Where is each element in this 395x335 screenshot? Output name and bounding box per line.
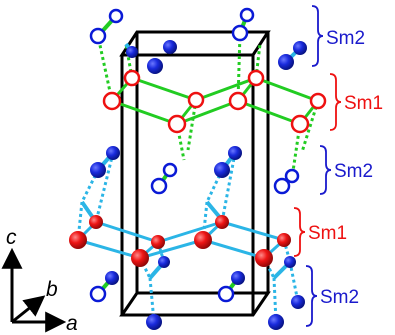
bond-dotted bbox=[138, 257, 152, 279]
bond bbox=[95, 220, 159, 244]
bond-dotted bbox=[262, 257, 276, 279]
sm2-atom bbox=[214, 162, 230, 178]
unit-cell bbox=[119, 30, 271, 317]
layer-labels: Sm2 Sm1 Sm2 Sm1 Sm2 bbox=[293, 5, 383, 327]
bond bbox=[195, 76, 257, 102]
bond-dotted bbox=[186, 99, 198, 151]
sm2-atom-open bbox=[231, 24, 249, 42]
layer-label-sm2-middle: Sm2 bbox=[334, 161, 373, 182]
a-axis-label: a bbox=[66, 312, 78, 335]
sm1-atom bbox=[69, 231, 87, 249]
brace-sm1-lower bbox=[293, 207, 306, 257]
sm1-open-atoms bbox=[102, 69, 327, 134]
brace-sm1-upper bbox=[329, 73, 342, 131]
sm1-atom bbox=[194, 231, 212, 249]
sm2-atom bbox=[268, 314, 284, 330]
sm1-atom-open bbox=[228, 91, 248, 111]
sm1-atom bbox=[215, 215, 229, 229]
bond bbox=[139, 238, 204, 260]
sm2-atom bbox=[163, 40, 177, 54]
bond bbox=[221, 220, 285, 242]
sm2-atom bbox=[291, 295, 305, 309]
sm1-atom-open bbox=[309, 92, 327, 110]
sm1-atom-open bbox=[167, 114, 187, 134]
c-axis-label: c bbox=[6, 226, 17, 249]
sm1-atom-open bbox=[290, 114, 310, 134]
sm2-atom-open bbox=[150, 177, 168, 195]
b-axis-label: b bbox=[46, 278, 58, 301]
sm2-atom bbox=[147, 58, 163, 74]
sm2-atom bbox=[146, 314, 162, 330]
sm2-atom-open bbox=[162, 162, 178, 178]
sm1-atom-open bbox=[187, 91, 205, 109]
layer-label-sm2-bottom: Sm2 bbox=[320, 287, 359, 308]
sm2-atom-open bbox=[89, 285, 107, 303]
sm1-atom-open bbox=[102, 91, 122, 111]
sm2-filled-atoms bbox=[90, 40, 307, 330]
sm1-atom bbox=[131, 249, 149, 267]
sm1-atom bbox=[89, 215, 103, 229]
bond bbox=[111, 99, 178, 126]
sm1-filled-atoms bbox=[69, 215, 291, 267]
sm1-atom-open bbox=[247, 69, 265, 87]
sm1-atom bbox=[255, 249, 273, 267]
bond bbox=[157, 220, 223, 244]
upper-green-bonds bbox=[110, 76, 320, 126]
sm2-atom bbox=[106, 146, 120, 160]
bond bbox=[255, 76, 319, 103]
layer-label-sm1-lower: Sm1 bbox=[308, 223, 347, 244]
bond bbox=[202, 238, 265, 260]
bond-dotted bbox=[236, 32, 242, 102]
sm1-atom bbox=[277, 233, 291, 247]
layer-label-sm2-top: Sm2 bbox=[326, 28, 365, 49]
sm2-atom bbox=[90, 162, 106, 178]
sm2-atom-open bbox=[239, 7, 255, 23]
sm2-atom-open bbox=[284, 168, 300, 184]
sm2-atom-open bbox=[108, 8, 124, 24]
sm2-atom bbox=[278, 54, 294, 70]
brace-sm2-bottom bbox=[305, 265, 318, 327]
bond bbox=[237, 99, 301, 126]
sm2-atom bbox=[293, 41, 307, 55]
bond-dotted bbox=[300, 100, 320, 153]
bond bbox=[77, 238, 141, 260]
bond-dotted bbox=[96, 35, 114, 102]
brace-sm2-middle bbox=[319, 145, 332, 195]
brace-sm2-top bbox=[311, 5, 324, 67]
sm2-atom bbox=[228, 146, 242, 160]
sm2-atom bbox=[126, 46, 138, 58]
unit-cell-bottom-face bbox=[119, 291, 271, 317]
sm2-atom-open bbox=[273, 177, 291, 195]
sm2-open-atoms bbox=[89, 7, 300, 303]
b-axis-arrow bbox=[11, 295, 46, 324]
bond bbox=[131, 76, 197, 102]
bond bbox=[176, 99, 239, 126]
sm2-atom bbox=[158, 256, 170, 268]
sm2-atom bbox=[105, 271, 119, 285]
sm2-atom-open bbox=[217, 285, 235, 303]
sm2-atom-open bbox=[89, 27, 107, 45]
bond-dotted bbox=[288, 261, 300, 303]
sm2-atom bbox=[284, 256, 296, 268]
sm1-atom bbox=[151, 235, 165, 249]
layer-label-sm1-upper: Sm1 bbox=[344, 93, 383, 114]
sm2-atom bbox=[231, 271, 245, 285]
sm1-atom-open bbox=[123, 69, 141, 87]
axes-indicator: c b a bbox=[1, 226, 78, 335]
